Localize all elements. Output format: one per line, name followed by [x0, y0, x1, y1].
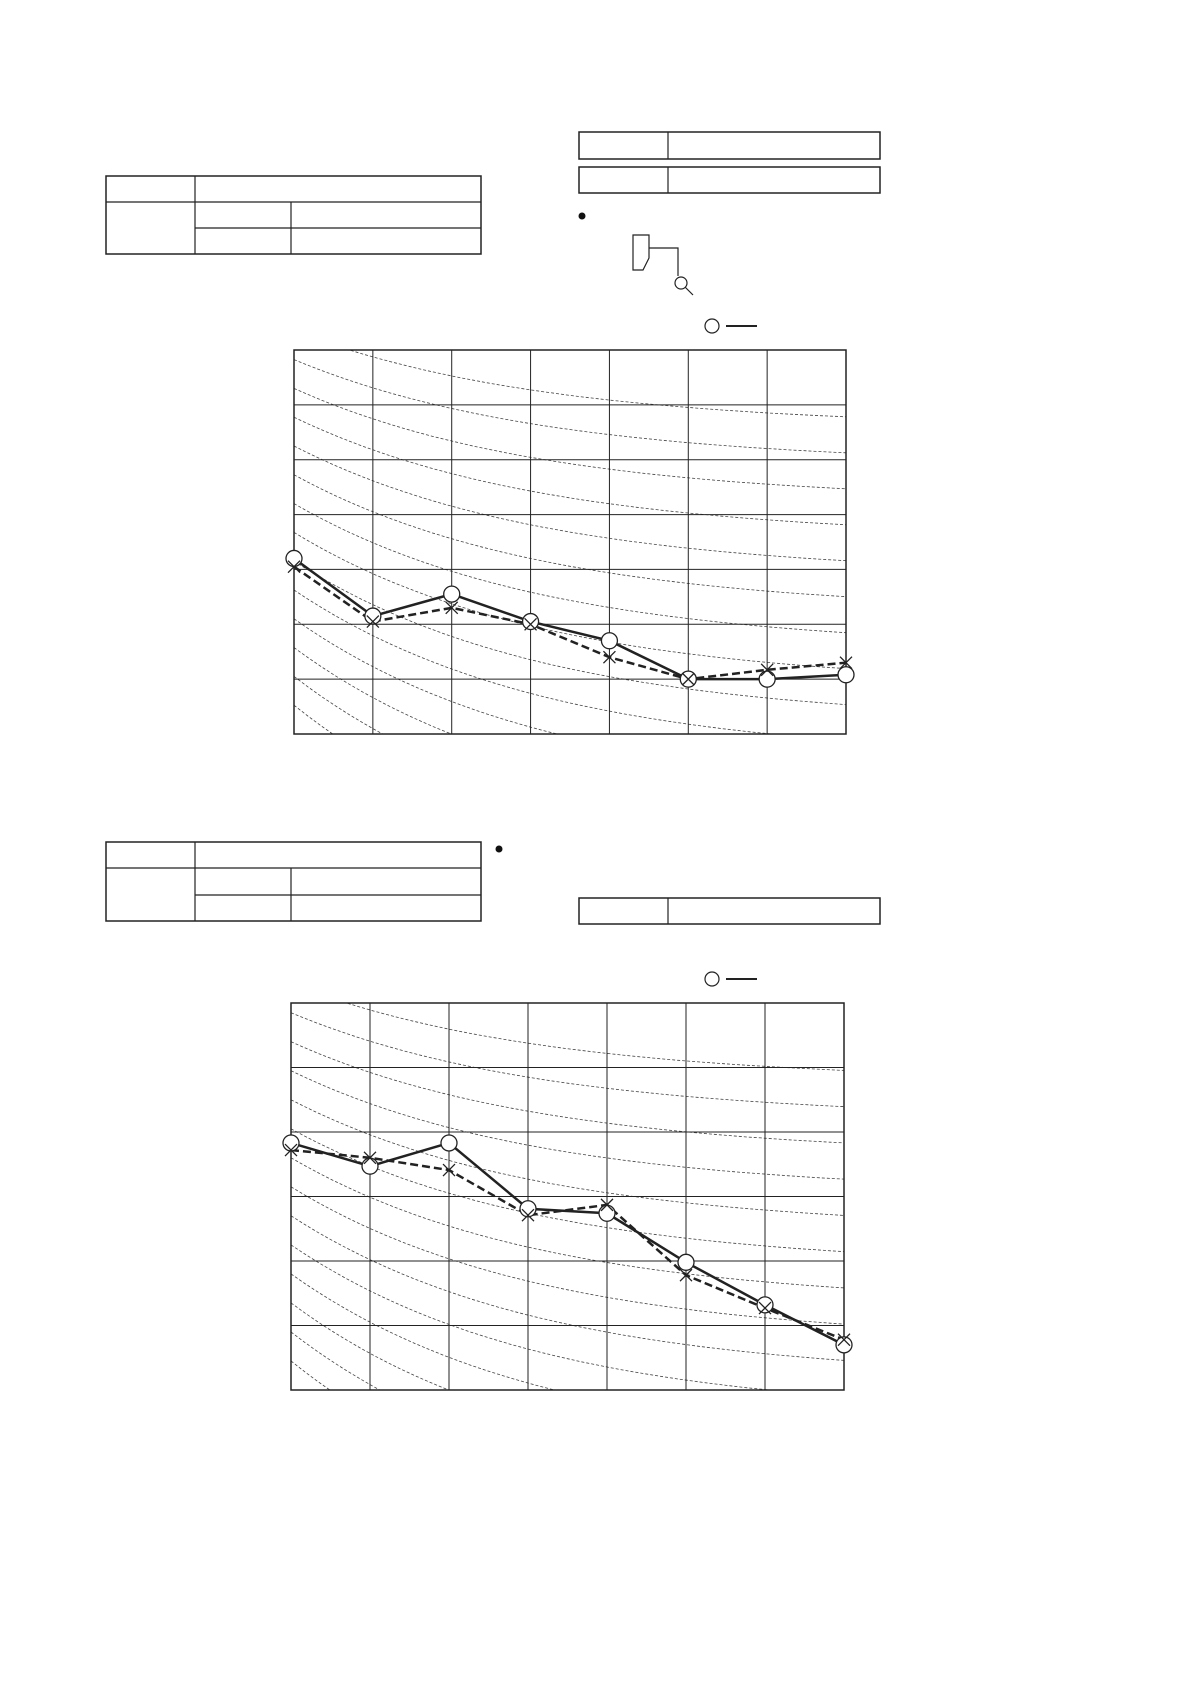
plot-frame	[290, 1002, 845, 1391]
marker	[521, 612, 540, 631]
reference-curve	[294, 589, 776, 734]
reference-curves	[294, 350, 846, 734]
reference-curve	[294, 676, 384, 734]
reference-curve	[291, 1215, 844, 1361]
marker	[681, 672, 695, 686]
reference-curve	[294, 618, 559, 734]
reference-curve	[291, 1360, 331, 1390]
reference-curve	[294, 704, 334, 734]
microphone-icon	[632, 234, 694, 296]
info-table	[105, 175, 482, 255]
reference-curve	[345, 1003, 844, 1071]
legend-symbol	[704, 318, 757, 334]
reference-curve	[291, 1041, 844, 1144]
marker	[442, 1163, 456, 1177]
marker	[837, 1333, 851, 1347]
reference-curve	[291, 1012, 844, 1107]
marker	[364, 607, 382, 625]
info-table	[578, 131, 881, 194]
reference-curve	[291, 1128, 844, 1252]
marker	[679, 1268, 693, 1282]
marker	[756, 1296, 774, 1314]
marker	[677, 1253, 695, 1271]
reference-curve	[294, 416, 846, 526]
marker	[287, 560, 301, 574]
marker	[839, 656, 853, 670]
reference-curve	[294, 474, 846, 598]
chart	[282, 1002, 853, 1391]
info-table	[578, 897, 881, 925]
chart	[285, 349, 855, 735]
marker	[598, 1204, 616, 1222]
marker	[361, 1157, 379, 1175]
marker	[760, 663, 774, 677]
marker	[285, 549, 303, 568]
marker	[835, 1336, 853, 1354]
marker	[443, 585, 461, 603]
reference-curve	[291, 1157, 844, 1289]
reference-curve	[294, 445, 846, 562]
reference-curve	[291, 1331, 381, 1390]
bullet	[495, 845, 503, 853]
reference-curve	[291, 1273, 557, 1390]
marker	[758, 1301, 772, 1315]
marker	[758, 670, 776, 688]
reference-curve	[294, 532, 846, 669]
marker	[837, 666, 855, 684]
marker	[363, 1151, 377, 1165]
reference-curve	[294, 503, 846, 634]
bullet	[578, 212, 586, 220]
marker	[519, 1200, 537, 1218]
reference-curve	[291, 1099, 844, 1216]
marker	[600, 1198, 614, 1212]
marker	[602, 650, 616, 664]
marker	[600, 632, 619, 650]
series-line	[293, 557, 847, 681]
reference-curves	[291, 1003, 844, 1390]
reference-curve	[348, 350, 846, 418]
reference-curve	[294, 388, 846, 490]
reference-curve	[294, 560, 846, 705]
marker	[445, 601, 459, 615]
marker	[282, 1134, 300, 1152]
reference-curve	[291, 1302, 450, 1390]
series-line	[293, 565, 847, 681]
marker	[366, 615, 380, 629]
marker	[284, 1143, 298, 1157]
plot-frame	[293, 349, 847, 735]
legend-symbol	[704, 971, 757, 987]
reference-curve	[294, 359, 846, 454]
marker	[521, 1208, 535, 1222]
info-table	[105, 841, 482, 922]
marker	[440, 1134, 458, 1152]
series-line	[290, 1148, 845, 1341]
reference-curve	[291, 1186, 844, 1325]
marker	[524, 617, 538, 631]
reference-curve	[291, 1244, 773, 1390]
